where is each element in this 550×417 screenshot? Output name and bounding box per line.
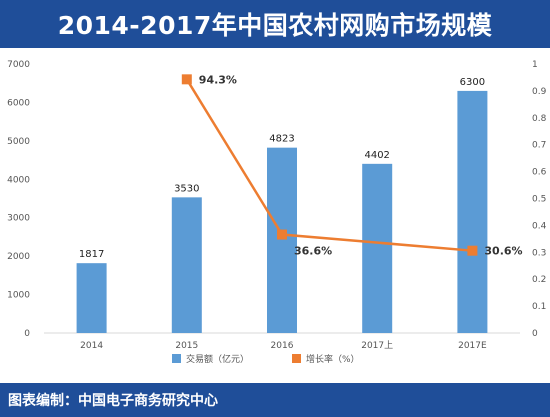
right-tick-label: 0 [532,329,538,339]
bar-value-labels: 1817 3530 4823 4402 6300 [79,77,485,260]
chart-plot: 0 1000 2000 3000 4000 5000 6000 7000 0 0.1 0.2 0.3… [7,60,547,365]
title-banner: 2014-2017年中国农村网购市场规模 [0,0,550,48]
chart-title: 2014-2017年中国农村网购市场规模 [57,11,493,40]
right-tick-label: 0.3 [532,248,546,258]
x-tick-label: 2016 [271,341,294,351]
left-tick-label: 3000 [7,214,30,224]
line-marker [467,245,478,256]
line-value-label: 30.6% [484,245,522,258]
x-tick-label: 2015 [175,341,198,351]
bar [76,263,107,333]
right-tick-label: 0.7 [532,141,546,151]
right-tick-label: 0.1 [532,302,546,312]
right-tick-label: 0.4 [532,221,547,231]
bar-value-label: 3530 [174,183,199,194]
x-tick-label: 2014 [80,341,103,351]
x-tick-label: 2017上 [361,340,393,351]
left-tick-label: 5000 [7,137,30,147]
bar [267,147,297,333]
right-tick-label: 1 [532,60,538,70]
right-tick-label: 0.5 [532,195,546,205]
left-axis: 0 1000 2000 3000 4000 5000 6000 7000 [7,60,30,339]
bar-series [76,90,488,334]
right-tick-label: 0.9 [532,87,547,97]
line-marker [181,74,192,85]
right-tick-label: 0.2 [532,275,546,285]
legend: 交易额（亿元） 增长率（%） [172,353,360,365]
left-tick-label: 0 [24,329,30,339]
x-axis: 2014 2015 2016 2017上 2017E [80,340,487,351]
bar [362,163,393,333]
line-series: 94.3% 36.6% 30.6% [181,73,523,258]
bar-value-label: 4823 [269,134,294,145]
bar-value-label: 1817 [79,249,104,260]
legend-swatch-line [292,354,301,363]
line-value-label: 36.6% [294,245,332,258]
line-value-label: 94.3% [199,73,237,86]
x-tick-label: 2017E [458,341,487,351]
left-tick-label: 2000 [7,252,30,262]
right-tick-label: 0.8 [532,114,547,124]
bar-value-label: 6300 [460,77,485,88]
source-credit: 图表编制：中国电子商务研究中心 [8,393,218,409]
growth-line [185,78,473,252]
bar-value-label: 4402 [364,150,389,161]
bar [171,197,202,333]
left-tick-label: 6000 [7,98,30,108]
left-tick-label: 1000 [7,291,30,301]
line-marker [277,229,287,240]
legend-swatch-bar [172,354,181,363]
right-tick-label: 0.6 [532,168,547,178]
left-tick-label: 4000 [7,175,30,185]
right-axis: 0 0.1 0.2 0.3 0.4 0.5 0.6 0.7 0.8 0.9 1 [532,60,547,339]
bar [457,90,488,334]
footer-banner: 图表编制：中国电子商务研究中心 [0,383,550,417]
legend-label-bar: 交易额（亿元） [186,353,249,365]
left-tick-label: 7000 [7,60,30,70]
legend-label-line: 增长率（%） [306,353,360,365]
